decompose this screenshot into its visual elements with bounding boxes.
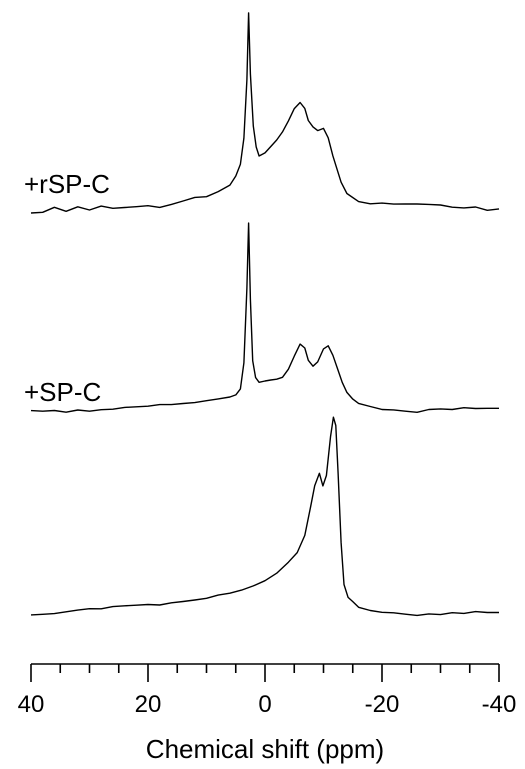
x-axis-ticks <box>30 664 500 682</box>
spectra-traces <box>30 12 500 617</box>
x-tick-label: -20 <box>365 691 400 718</box>
x-tick-label: 0 <box>258 691 271 718</box>
x-tick-label: 40 <box>18 691 45 718</box>
spectrum-trace-3 <box>30 416 499 617</box>
x-axis-title: Chemical shift (ppm) <box>146 734 384 764</box>
x-tick-label: 20 <box>135 691 162 718</box>
trace-label-2: +SP-C <box>24 377 101 407</box>
spectrum-trace-1 <box>30 12 500 214</box>
spectrum-trace-2 <box>30 222 499 413</box>
trace-labels: +rSP-C +SP-C <box>24 169 110 407</box>
x-axis: 40 20 0 -20 -40 <box>18 663 517 718</box>
x-tick-label: -40 <box>482 691 517 718</box>
trace-label-1: +rSP-C <box>24 169 110 199</box>
x-axis-tick-labels: 40 20 0 -20 -40 <box>18 691 517 718</box>
